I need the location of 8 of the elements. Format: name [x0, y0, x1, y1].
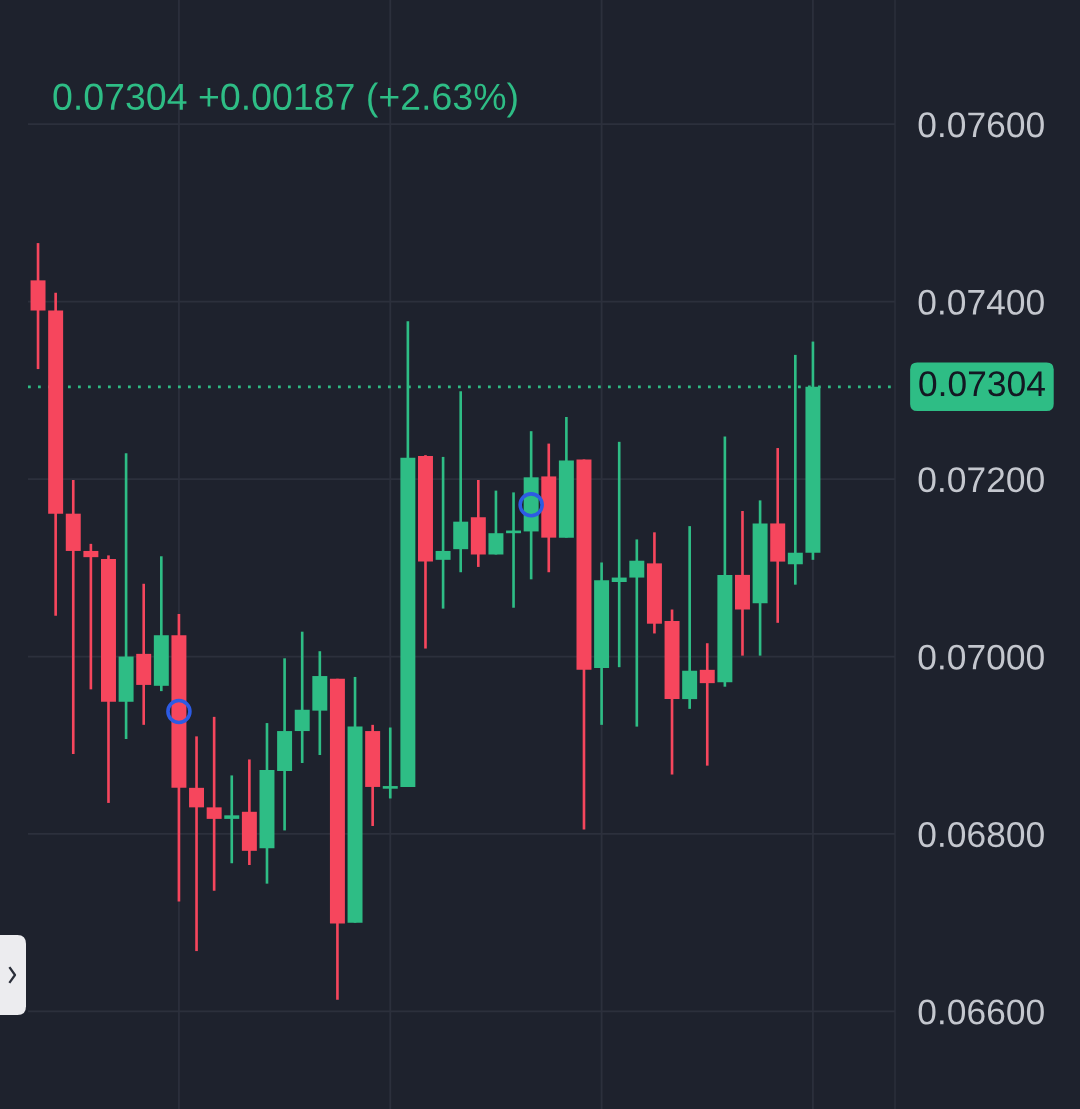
ref-line-label: 0.07304	[919, 371, 1045, 397]
y-tick-label: 0.06600	[918, 999, 1044, 1025]
text: 0.07304 +0.00187 (+2.63%)	[53, 82, 517, 118]
y-tick-label: 0.07000	[918, 644, 1044, 670]
y-tick-label: 0.07600	[918, 112, 1044, 138]
y-tick-label: 0.07400	[918, 289, 1044, 315]
y-tick-label: 0.07200	[918, 467, 1044, 493]
y-tick-label: 0.06800	[918, 822, 1044, 848]
